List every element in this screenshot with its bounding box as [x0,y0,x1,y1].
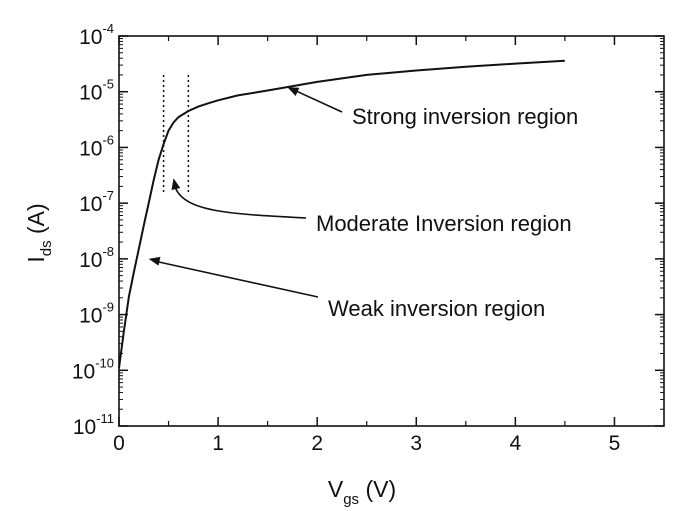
weak-inversion-arrow [153,260,319,298]
y-tick-label: 10-6 [79,132,114,160]
strong-inversion-label: Strong inversion region [352,104,578,129]
series-layer [118,59,565,369]
weak-inversion-label: Weak inversion region [328,296,545,321]
x-tick-label: 5 [609,432,621,455]
x-axis-label-sub: gs [343,491,359,508]
y-tick-exponent: -4 [102,21,114,36]
y-tick-base: 10 [79,26,102,49]
x-tick-label: 4 [510,432,522,455]
moderate-inversion-arrow [174,187,307,219]
y-tick-exponent: -6 [102,132,114,147]
y-tick-base: 10 [79,82,102,105]
y-tick-exponent: -7 [102,188,114,203]
moderate-inversion-label: Moderate Inversion region [316,211,572,236]
y-axis-label-unit: (A) [23,203,49,240]
x-axis-ticks: 0 1 2 3 4 5 [113,36,620,455]
x-tick-label: 1 [212,432,224,455]
weak-inversion-arrowhead [148,256,161,266]
y-axis-label: Ids (A) [23,203,55,262]
y-tick-base: 10 [72,360,95,383]
x-axis-label-main: V [328,476,344,502]
y-axis-label-main: I [23,256,49,262]
x-tick-label: 2 [311,432,323,455]
y-tick-label: 10-10 [72,355,114,383]
y-tick-label: 10-8 [79,244,114,272]
annotations-layer: Strong inversion region Moderate Inversio… [148,87,578,321]
y-tick-base: 10 [73,416,96,439]
x-tick-label: 0 [113,432,125,455]
y-tick-exponent: -9 [102,300,114,315]
y-tick-exponent: -8 [102,244,114,259]
y-tick-exponent: -10 [95,355,114,370]
y-tick-base: 10 [79,193,102,216]
y-tick-base: 10 [79,305,102,328]
y-tick-base: 10 [79,137,102,160]
y-tick-base: 10 [79,249,102,272]
y-tick-label: 10-7 [79,188,114,216]
y-tick-exponent: -5 [102,77,114,92]
moderate-inversion-arrowhead [171,178,181,190]
x-tick-label: 3 [410,432,422,455]
x-axis-label-unit: (V) [359,476,396,502]
ids-vgs-curve [118,59,565,369]
strong-inversion-arrowhead [287,87,300,96]
x-axis-label: Vgs (V) [328,476,396,508]
y-tick-label: 10-11 [73,411,114,439]
strong-inversion-arrow [292,88,343,113]
y-tick-label: 10-9 [79,300,114,328]
plot-frame [118,35,665,427]
y-axis-label-sub: ds [38,240,55,256]
y-tick-label: 10-5 [79,77,114,105]
y-tick-label: 10-4 [79,21,114,49]
y-tick-exponent: -11 [96,411,114,426]
